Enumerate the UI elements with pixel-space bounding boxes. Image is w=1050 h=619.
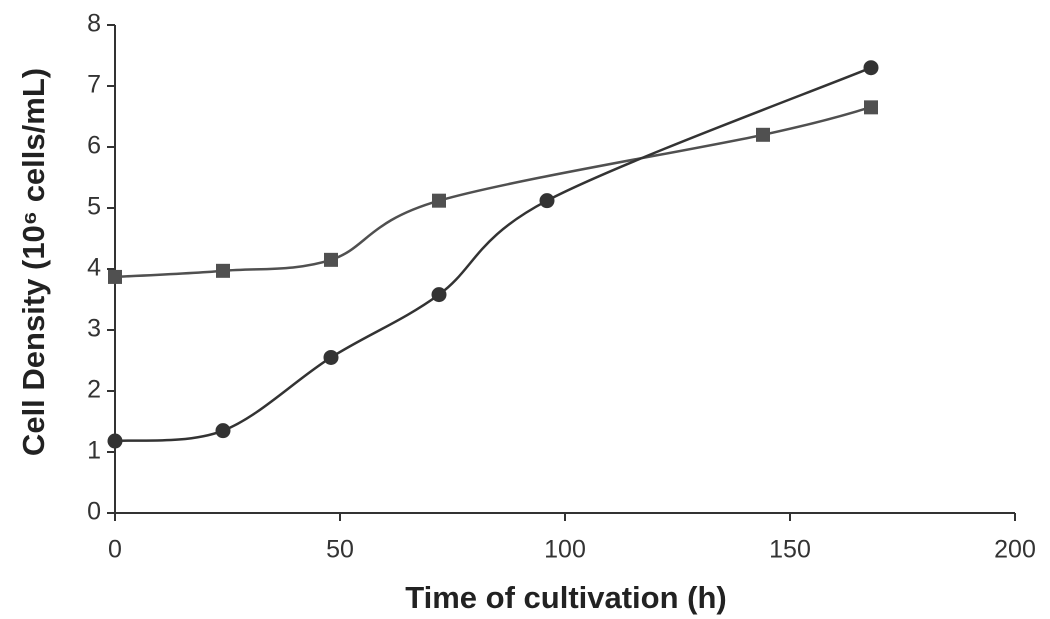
square-marker bbox=[432, 194, 446, 208]
x-tick-label: 100 bbox=[544, 536, 586, 564]
chart: Time of cultivation (h) Cell Density (10… bbox=[0, 0, 1050, 619]
square-marker bbox=[756, 128, 770, 142]
x-tick-label: 200 bbox=[994, 536, 1036, 564]
x-axis-title: Time of cultivation (h) bbox=[405, 580, 727, 615]
circle-marker bbox=[864, 60, 879, 75]
circle-marker bbox=[540, 193, 555, 208]
circle-marker bbox=[108, 434, 123, 449]
y-tick-label: 7 bbox=[87, 71, 101, 99]
x-tick-label: 150 bbox=[769, 536, 811, 564]
y-tick-label: 0 bbox=[87, 498, 101, 526]
square-marker bbox=[864, 100, 878, 114]
y-tick-label: 6 bbox=[87, 132, 101, 160]
circle-marker bbox=[432, 287, 447, 302]
x-tick-label: 0 bbox=[108, 536, 122, 564]
circle-marker bbox=[324, 350, 339, 365]
square-marker bbox=[324, 253, 338, 267]
y-tick-label: 5 bbox=[87, 193, 101, 221]
square-marker bbox=[216, 264, 230, 278]
square-marker bbox=[108, 270, 122, 284]
series-line bbox=[115, 68, 871, 441]
y-tick-label: 3 bbox=[87, 315, 101, 343]
y-tick-label: 4 bbox=[87, 254, 101, 282]
circle-marker bbox=[216, 423, 231, 438]
x-tick-label: 50 bbox=[326, 536, 354, 564]
y-axis-title: Cell Density (10⁶ cells/mL) bbox=[16, 68, 51, 456]
y-tick-label: 8 bbox=[87, 10, 101, 38]
y-tick-label: 1 bbox=[87, 437, 101, 465]
y-tick-label: 2 bbox=[87, 376, 101, 404]
